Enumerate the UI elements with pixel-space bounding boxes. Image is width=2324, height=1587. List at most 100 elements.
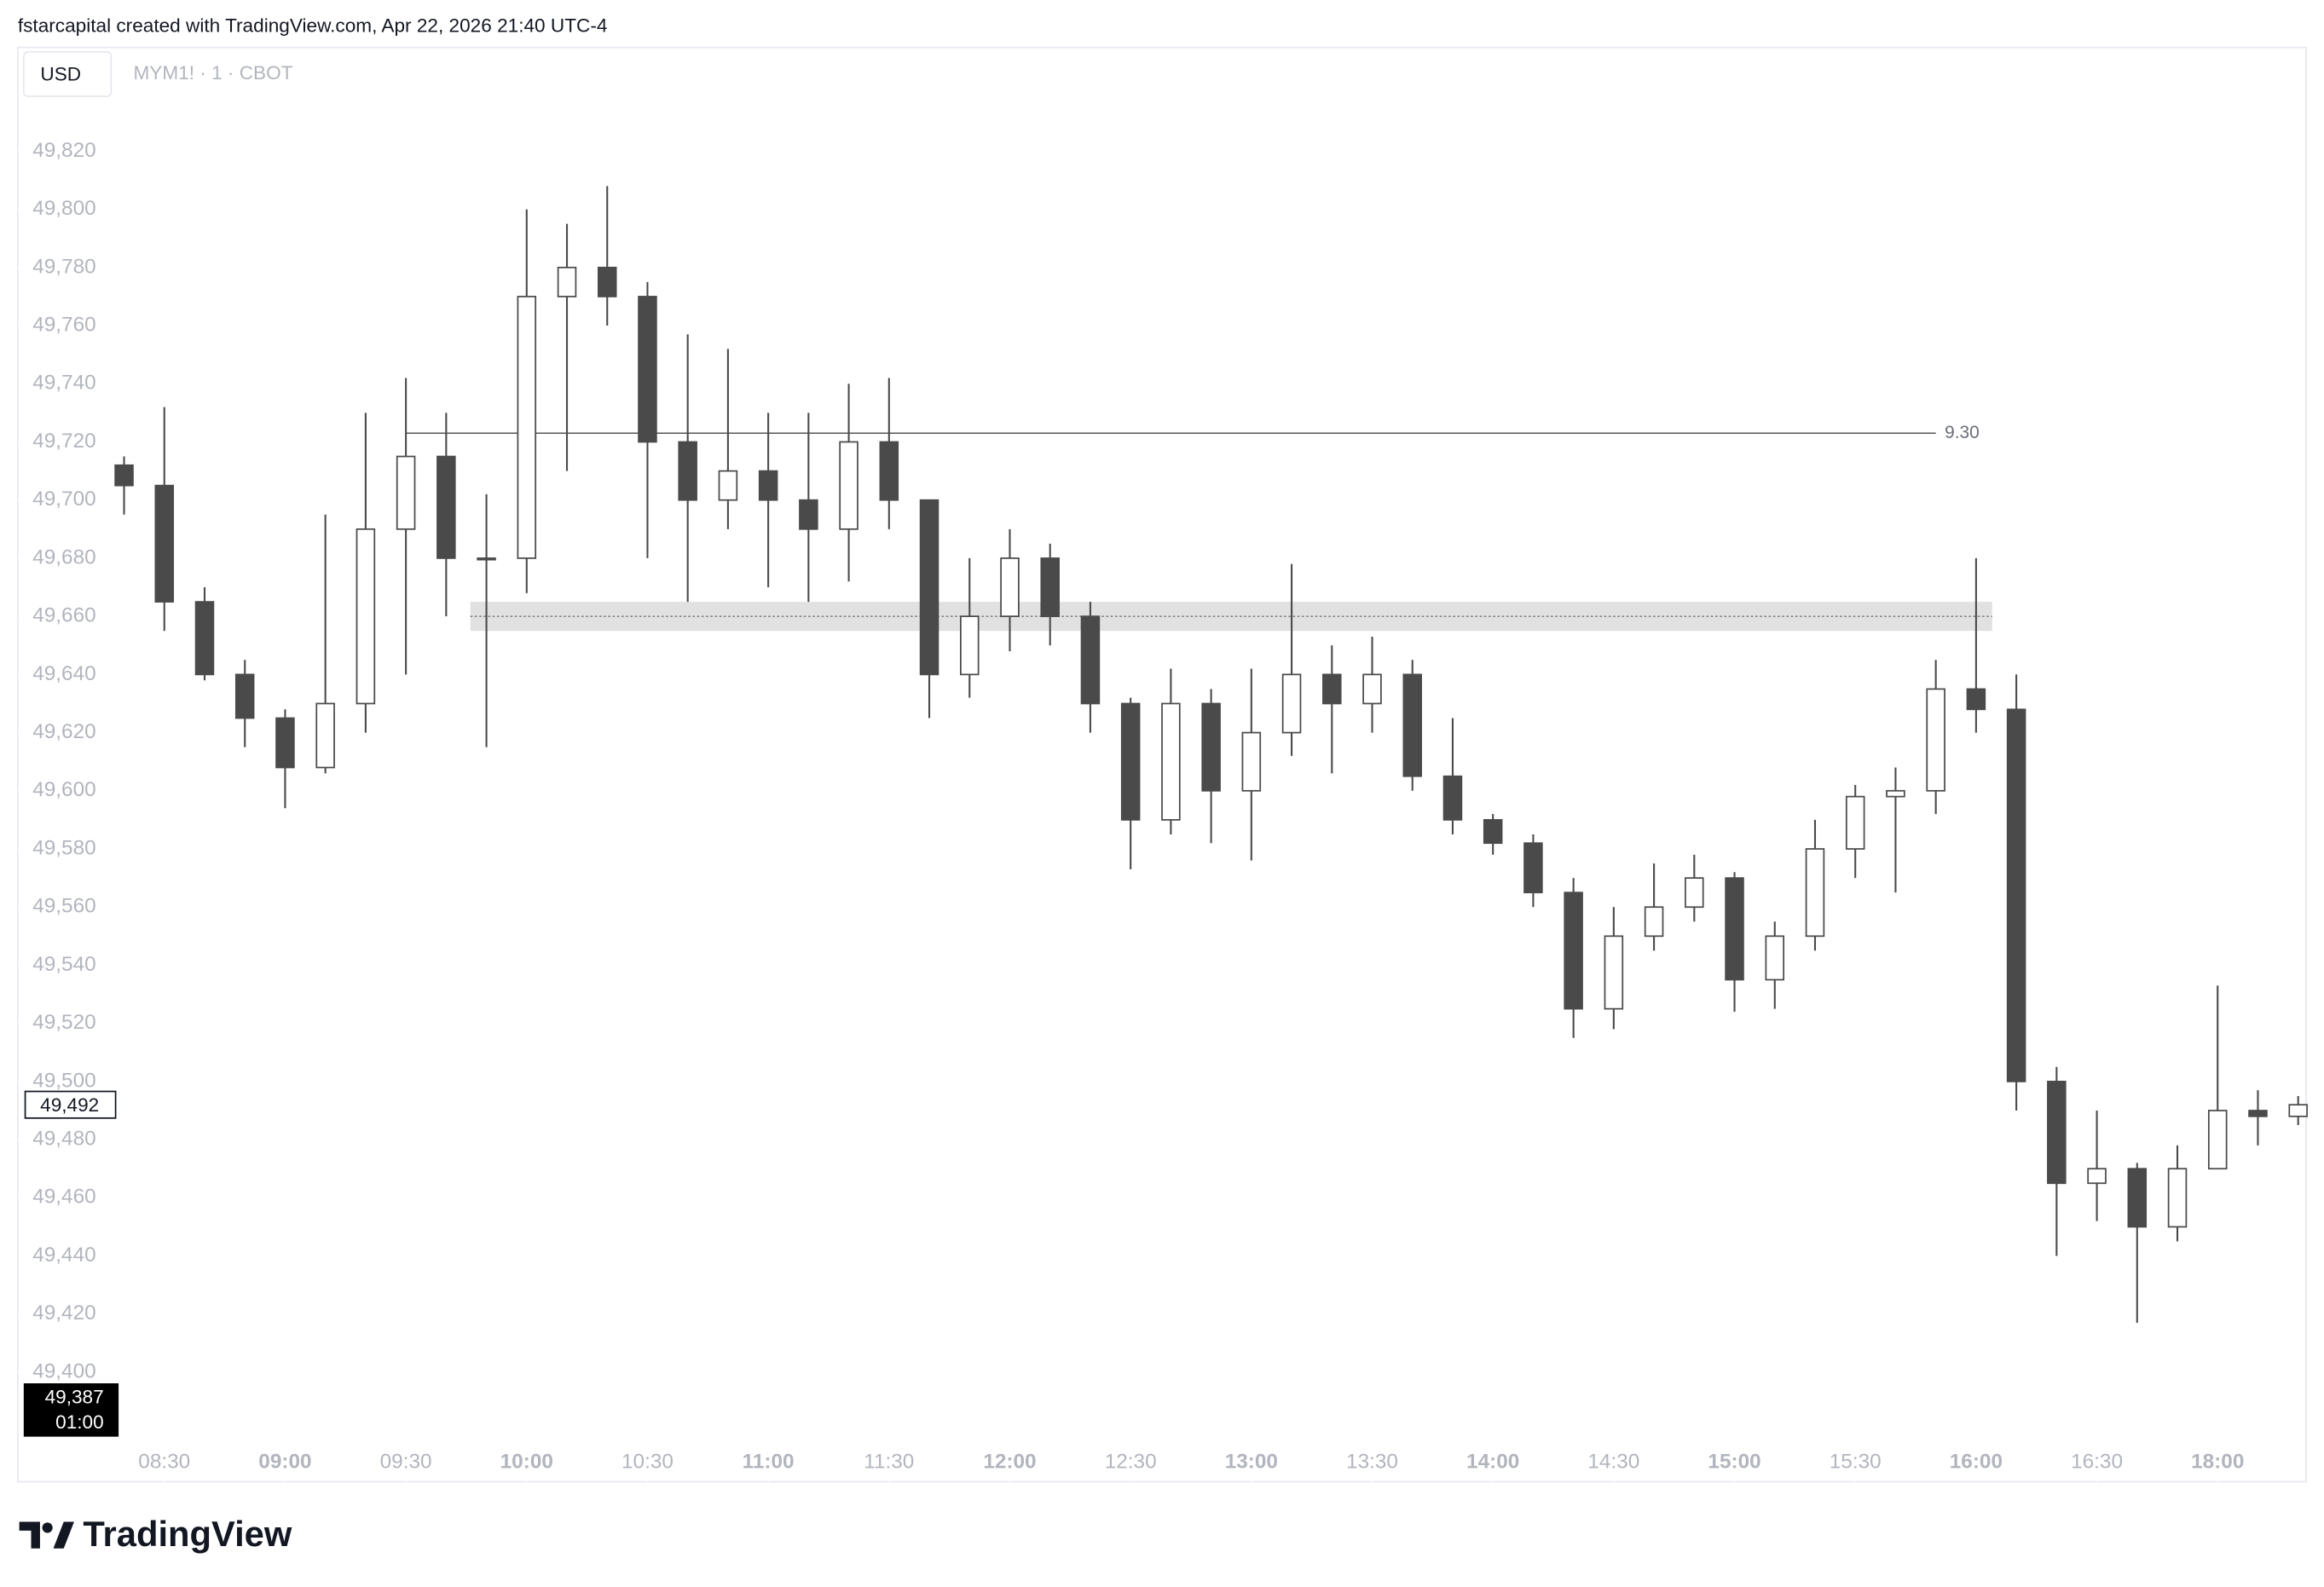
y-tick-label: 49,820 xyxy=(32,139,95,162)
x-tick-label: 10:30 xyxy=(621,1450,673,1473)
candle-body xyxy=(2288,1104,2308,1117)
candle-body xyxy=(1483,819,1503,845)
candle-body xyxy=(1926,688,1945,792)
candle-body xyxy=(2248,1110,2268,1117)
candle-body xyxy=(1040,557,1060,618)
candle-body xyxy=(356,528,376,705)
x-tick-label: 13:30 xyxy=(1346,1450,1398,1473)
y-tick-label: 49,520 xyxy=(32,1011,95,1034)
candle-body xyxy=(960,615,980,676)
x-tick-label: 15:30 xyxy=(1830,1450,1882,1473)
candle-body xyxy=(1000,557,1020,618)
y-tick-label: 49,760 xyxy=(32,313,95,336)
x-tick-label: 14:00 xyxy=(1466,1450,1519,1473)
y-tick-label: 49,400 xyxy=(32,1359,95,1382)
candle-body xyxy=(477,557,496,561)
x-tick-label: 16:30 xyxy=(2071,1450,2123,1473)
candle-body xyxy=(638,296,657,443)
x-tick-label: 11:00 xyxy=(743,1450,795,1473)
candle-body xyxy=(1523,842,1543,894)
candle-body xyxy=(1966,688,1986,711)
candle-body xyxy=(234,673,255,719)
last-price-box xyxy=(24,1090,117,1119)
last-price-label: 49,492 xyxy=(40,1094,99,1116)
candle-body xyxy=(557,266,577,297)
crosshair-price: 49,387 xyxy=(45,1386,104,1407)
candle-body xyxy=(597,266,617,297)
y-tick-label: 49,720 xyxy=(32,430,95,453)
y-tick-label: 49,460 xyxy=(32,1186,95,1209)
x-tick-label: 12:30 xyxy=(1105,1450,1157,1473)
crosshair-time: 01:00 xyxy=(55,1411,104,1433)
brand-logo xyxy=(19,1521,74,1549)
y-tick-label: 49,560 xyxy=(32,895,95,918)
x-tick-label: 15:00 xyxy=(1708,1450,1760,1473)
y-tick-label: 49,600 xyxy=(32,778,95,801)
candle-body xyxy=(839,441,858,530)
currency: USD xyxy=(40,64,81,85)
brand: TradingView xyxy=(83,1514,292,1554)
candle-body xyxy=(1442,775,1463,821)
x-tick-label: 14:30 xyxy=(1587,1450,1639,1473)
candle-body xyxy=(1241,731,1262,792)
candle-body xyxy=(517,296,537,559)
candle-body xyxy=(396,455,416,530)
candle-body xyxy=(879,441,899,501)
candle-body xyxy=(1322,673,1342,705)
candle-body xyxy=(1725,877,1744,981)
y-tick-label: 49,700 xyxy=(32,488,95,511)
x-tick-label: 09:30 xyxy=(380,1450,432,1473)
candle-body xyxy=(1402,673,1422,777)
logo-dot xyxy=(42,1522,53,1533)
candle-body xyxy=(2207,1110,2228,1170)
x-tick-label: 09:00 xyxy=(258,1450,311,1473)
y-tick-label: 49,740 xyxy=(32,372,95,395)
y-tick-label: 49,800 xyxy=(32,197,95,220)
candle-body xyxy=(718,470,738,501)
candle-body xyxy=(1120,702,1141,821)
x-tick-label: 08:30 xyxy=(138,1450,190,1473)
y-tick-label: 49,500 xyxy=(32,1069,95,1092)
candle-body xyxy=(1685,877,1704,909)
candle-body xyxy=(1080,615,1101,705)
candle-body xyxy=(1886,789,1905,798)
candle-body xyxy=(2127,1168,2148,1228)
candle-body xyxy=(2087,1168,2107,1185)
y-tick-label: 49,660 xyxy=(32,604,95,627)
logo-slash xyxy=(53,1521,74,1549)
candle-body xyxy=(1564,892,1583,1010)
candle-body xyxy=(436,455,456,559)
candle-body xyxy=(678,441,697,501)
candle-body xyxy=(1161,702,1181,821)
level-label: 9.30 xyxy=(1945,423,1980,442)
logo-mark xyxy=(19,1521,40,1549)
crosshair-box xyxy=(23,1383,119,1437)
currency-button[interactable] xyxy=(22,51,113,97)
y-tick-label: 49,440 xyxy=(32,1244,95,1267)
symbol: MYM1! · 1 · CBOT xyxy=(133,62,292,84)
y-tick-label: 49,480 xyxy=(32,1128,95,1151)
y-tick-label: 49,540 xyxy=(32,953,95,976)
candle-body xyxy=(1644,906,1664,938)
candle-body xyxy=(275,717,295,769)
x-tick-label: 13:00 xyxy=(1225,1450,1278,1473)
candle-body xyxy=(1362,673,1382,705)
y-tick-label: 49,780 xyxy=(32,255,95,278)
candle-body xyxy=(758,470,778,501)
candle-body xyxy=(799,499,818,530)
x-tick-label: 18:00 xyxy=(2191,1450,2244,1473)
candle-body xyxy=(1201,702,1221,792)
y-tick-label: 49,680 xyxy=(32,545,95,568)
x-tick-label: 10:00 xyxy=(500,1450,553,1473)
candle-body xyxy=(2006,708,2026,1082)
candle-body xyxy=(114,464,134,487)
candle-body xyxy=(919,499,939,676)
candle-body xyxy=(194,601,215,676)
candle-body xyxy=(1604,935,1624,1010)
candle-body xyxy=(2047,1081,2067,1185)
y-tick-label: 49,580 xyxy=(32,836,95,859)
candle-body xyxy=(1845,795,1865,850)
x-tick-label: 12:00 xyxy=(983,1450,1036,1473)
header-text: fstarcapital created with TradingView.co… xyxy=(18,14,608,36)
y-tick-label: 49,640 xyxy=(32,662,95,685)
